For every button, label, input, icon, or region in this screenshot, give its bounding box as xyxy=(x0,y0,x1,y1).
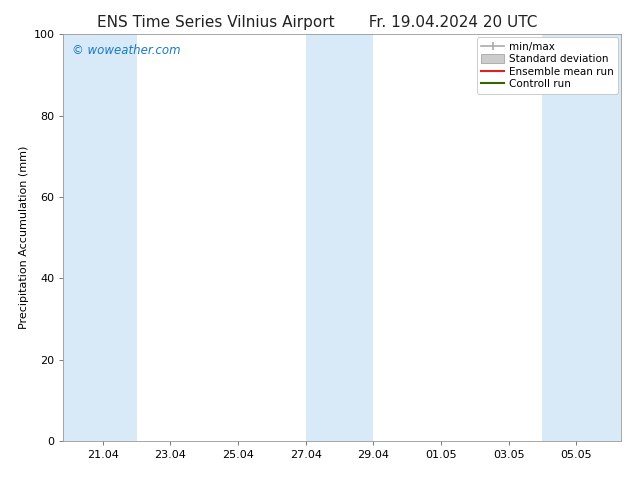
Legend: min/max, Standard deviation, Ensemble mean run, Controll run: min/max, Standard deviation, Ensemble me… xyxy=(477,37,618,94)
Bar xyxy=(543,34,621,441)
Text: ENS Time Series Vilnius Airport       Fr. 19.04.2024 20 UTC: ENS Time Series Vilnius Airport Fr. 19.0… xyxy=(97,15,537,30)
Bar xyxy=(63,34,137,441)
Bar xyxy=(306,34,373,441)
Text: © woweather.com: © woweather.com xyxy=(72,45,181,57)
Y-axis label: Precipitation Accumulation (mm): Precipitation Accumulation (mm) xyxy=(19,146,29,329)
